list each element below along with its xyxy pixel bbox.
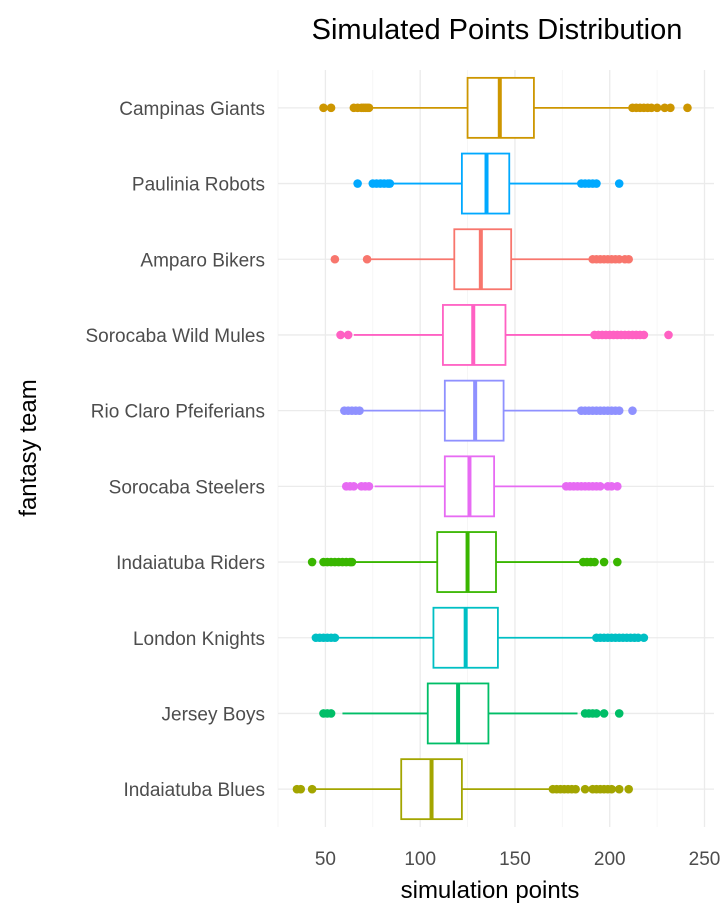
outlier-point (580, 784, 590, 794)
box-indaiatuba-blues (292, 758, 633, 821)
outlier-point (592, 709, 601, 718)
outlier-point (614, 406, 624, 415)
y-tick-labels: Campinas Giants Paulinia Robots Amparo Bik… (85, 99, 265, 801)
outlier-point (296, 784, 306, 794)
outlier-point (614, 709, 624, 718)
outlier-point (599, 709, 609, 718)
y-axis-title: fantasy team (15, 379, 42, 516)
outlier-point (319, 103, 328, 113)
outlier-point (326, 709, 336, 718)
outlier-point (613, 482, 622, 491)
outlier-point (599, 557, 609, 567)
x-tick-label: 50 (315, 849, 336, 870)
outlier-point (595, 482, 605, 491)
box-jersey-boys (319, 682, 624, 745)
outlier-point (307, 784, 317, 794)
box-rio-claro-pfeiferians (340, 379, 637, 442)
x-tick-label: 150 (499, 849, 531, 870)
outlier-point (590, 557, 599, 567)
outlier-point (362, 254, 372, 264)
x-tick-label: 250 (689, 849, 720, 870)
outlier-point (349, 482, 359, 491)
outlier-point (592, 179, 601, 188)
y-tick-label: Amparo Bikers (140, 250, 265, 271)
outlier-point (652, 103, 662, 113)
chart-title: Simulated Points Distribution (312, 14, 683, 46)
outlier-point (639, 633, 649, 643)
y-tick-label: Campinas Giants (119, 99, 265, 120)
y-tick-label: Rio Claro Pfeiferians (91, 402, 265, 423)
outlier-point (355, 406, 364, 415)
outlier-point (639, 330, 649, 340)
outlier-point (666, 103, 675, 113)
outlier-point (336, 330, 345, 340)
x-axis-title: simulation points (401, 877, 580, 904)
y-tick-label: Jersey Boys (162, 704, 265, 725)
outlier-point (614, 179, 624, 188)
y-tick-label: Sorocaba Steelers (109, 477, 265, 498)
outlier-point (624, 254, 633, 264)
x-tick-labels: 50 100 150 200 250 (315, 849, 720, 870)
y-tick-label: Indaiatuba Riders (116, 553, 265, 574)
outlier-point (307, 557, 317, 567)
y-tick-label: Paulinia Robots (132, 175, 265, 196)
outlier-point (664, 330, 673, 340)
x-tick-label: 100 (404, 849, 436, 870)
outlier-point (330, 633, 340, 643)
outlier-point (613, 557, 622, 567)
outlier-point (364, 103, 374, 113)
outlier-point (364, 482, 374, 491)
x-tick-label: 200 (594, 849, 626, 870)
box-sorocaba-steelers (341, 455, 622, 518)
outlier-point (330, 254, 340, 264)
box-paulinia-robots (353, 152, 624, 215)
box-indaiatuba-riders (307, 531, 622, 593)
box-amparo-bikers (330, 228, 633, 291)
box-london-knights (311, 606, 649, 669)
boxplot-series (292, 76, 692, 821)
outlier-point (326, 103, 336, 113)
outlier-point (385, 179, 395, 188)
outlier-point (683, 103, 692, 113)
outlier-point (628, 406, 637, 415)
outlier-point (343, 330, 353, 340)
outlier-point (607, 784, 616, 794)
box-sorocaba-wild-mules (336, 304, 673, 366)
outlier-point (347, 557, 357, 567)
outlier-point (624, 784, 633, 794)
outlier-point (614, 784, 624, 794)
outlier-point (353, 179, 362, 188)
y-tick-label: London Knights (133, 629, 265, 650)
y-tick-label: Indaiatuba Blues (123, 780, 265, 801)
outlier-point (571, 784, 580, 794)
box-campinas-giants (319, 76, 692, 139)
y-tick-label: Sorocaba Wild Mules (85, 326, 265, 347)
